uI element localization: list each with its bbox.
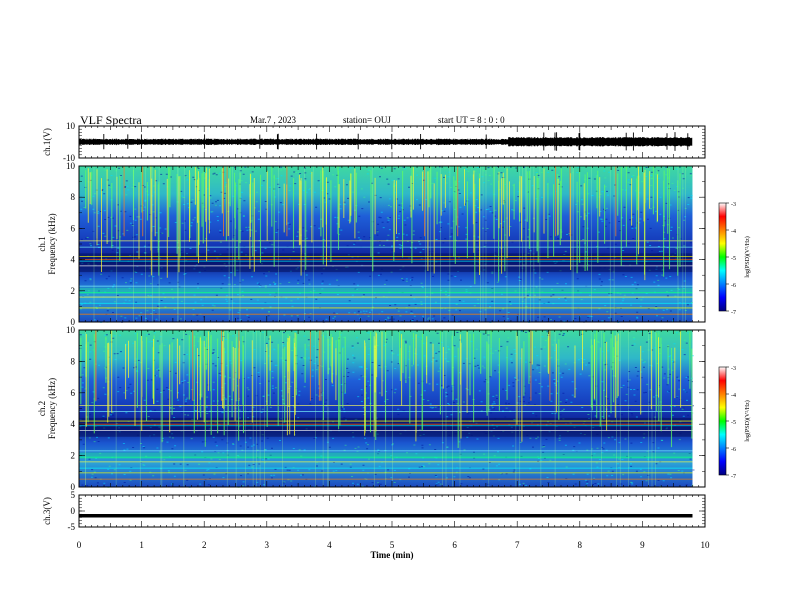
y-tick-label: -5 (68, 522, 76, 532)
x-tick-label: 9 (640, 540, 645, 550)
start-ut-label: start UT = 8 : 0 : 0 (438, 115, 505, 125)
colorbar-label: log(PSD)(V²/Hz) (744, 400, 751, 441)
y-tick-label: 4 (71, 419, 76, 429)
x-axis-label: Time (min) (370, 550, 413, 560)
colorbar-tick-label: -3 (731, 202, 736, 208)
y-tick-label: -10 (63, 153, 75, 163)
y-tick-label: 10 (66, 325, 76, 335)
x-tick-label: 4 (327, 540, 332, 550)
vertical-lines (85, 330, 656, 487)
date-label: Mar.7 , 2023 (250, 115, 296, 125)
x-tick-label: 0 (77, 540, 82, 550)
y-tick-label: 0 (71, 317, 76, 327)
figure-title: VLF Spectra (80, 113, 142, 127)
y-tick-label: 0 (71, 482, 76, 492)
sferic-streaks (85, 330, 682, 442)
ch1-waveform-trace (78, 132, 693, 151)
y-tick-label: 8 (71, 192, 76, 202)
colorbar-tick-label: -4 (731, 393, 736, 399)
y-tick-label: 6 (71, 388, 76, 398)
ch1-spectrogram-panel: 0 2 4 6 8 10 ch.1 Frequency (kHz) (37, 161, 706, 327)
colorbar-tick-label: -7 (731, 474, 736, 480)
x-tick-label: 5 (390, 540, 395, 550)
x-tick-label: 6 (452, 540, 457, 550)
spectrogram-background (79, 166, 693, 322)
colorbar-tick-label: -5 (731, 256, 736, 262)
x-tick-label: 2 (202, 540, 207, 550)
x-tick-label: 8 (578, 540, 583, 550)
y-axis-label: ch.1 (37, 236, 47, 251)
colorbar-tick-label: -7 (731, 310, 736, 316)
y-tick-label: 10 (66, 121, 76, 131)
strong-sferics (95, 330, 551, 401)
colorbar-tick-label: -6 (731, 283, 736, 289)
y-tick-label: 8 (71, 356, 76, 366)
strong-sferics (123, 166, 617, 237)
x-tick-label: 1 (139, 540, 144, 550)
y-tick-label: 2 (71, 451, 76, 461)
y-tick-label: 6 (71, 223, 76, 233)
x-tick-label: 3 (265, 540, 270, 550)
colorbar-label: log(PSD)(V²/Hz) (744, 236, 751, 277)
ch1-waveform-panel: 10 -10 ch.1(V) (42, 121, 706, 163)
y-tick-label: 2 (71, 286, 76, 296)
y-axis-label: Frequency (kHz) (47, 378, 57, 439)
vertical-lines (93, 166, 686, 322)
colorbar-tick-label: -6 (731, 447, 736, 453)
ch2-spectrogram-panel: 0 2 4 6 8 10 ch.2 Frequency (kHz) (37, 325, 706, 492)
colorbar-tick-label: -5 (731, 420, 736, 426)
y-tick-label: 0 (71, 506, 76, 516)
colorbar-tick-label: -4 (731, 229, 736, 235)
y-axis-label: ch.1(V) (42, 128, 52, 156)
colorbars: -3 -4 -5 -6 -7 log(PSD)(V²/Hz) -3 -4 -5 -6 -7 log(P… (718, 202, 751, 480)
y-tick-label: 5 (71, 490, 76, 500)
x-tick-label: 7 (515, 540, 520, 550)
station-label: station= OUJ (343, 115, 391, 125)
y-axis-label: Frequency (kHz) (47, 213, 57, 274)
low-band (79, 287, 693, 294)
colorbar-tick-label: -3 (731, 366, 736, 372)
y-tick-label: 10 (66, 161, 76, 171)
y-axis-label: ch.2 (37, 401, 47, 416)
y-tick-label: 4 (71, 255, 76, 265)
colorbar (718, 366, 727, 476)
y-axis-label: ch.3(V) (42, 497, 52, 525)
colorbar (718, 202, 727, 312)
x-tick-label: 10 (701, 540, 711, 550)
